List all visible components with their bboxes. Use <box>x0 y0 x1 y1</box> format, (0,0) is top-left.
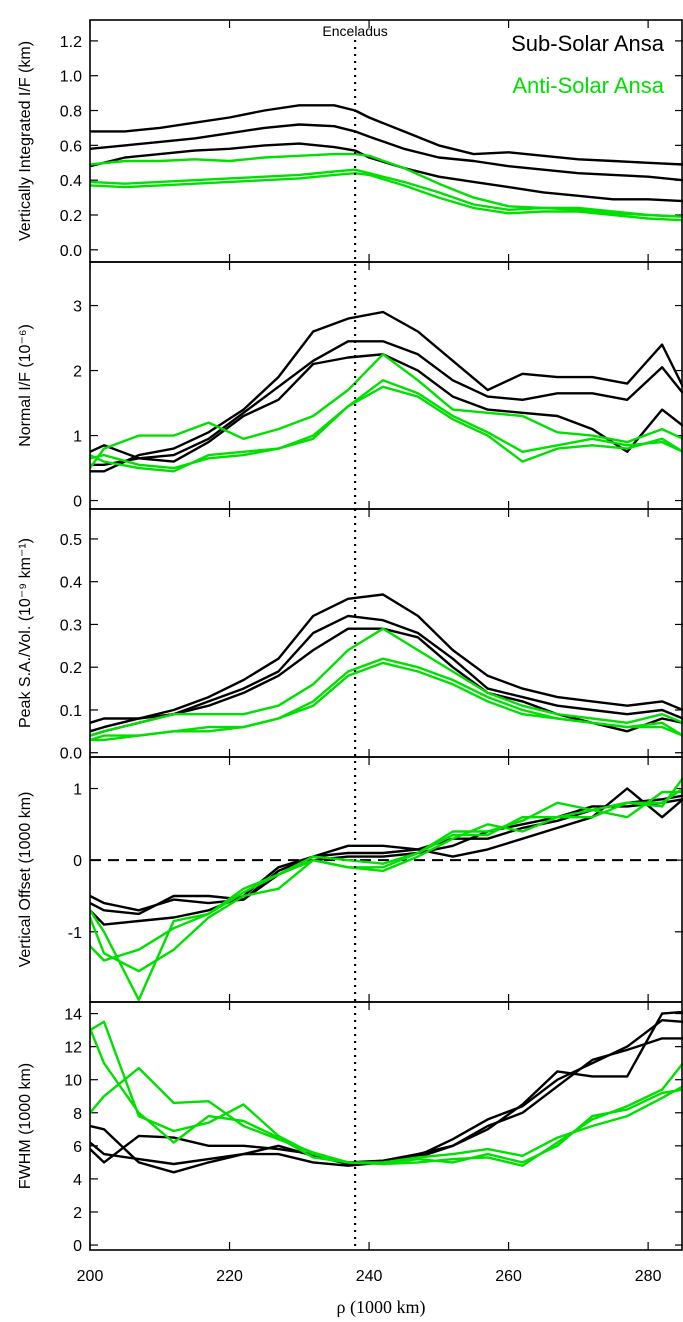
x-tick-label: 240 <box>356 1268 383 1285</box>
y-tick-label: 0.2 <box>60 660 82 677</box>
series-line-anti-solar <box>90 661 683 742</box>
y-tick-label: 14 <box>64 1007 82 1024</box>
panel-4: -1 0 1 Vertical Offset (1000 km) <box>17 756 683 1003</box>
y-tick-label: 0.1 <box>60 703 82 720</box>
series-line-sub-solar <box>90 1010 683 1174</box>
annotation-group: Enceladus <box>322 23 388 1250</box>
legend-sub-solar: Sub-Solar Ansa <box>511 31 665 56</box>
y-tick-label: 12 <box>64 1040 82 1057</box>
panel-5: 0 2 4 6 8 10 12 14 FWHM (1000 km) <box>17 1001 683 1255</box>
y-tick-label: 1.0 <box>60 69 82 86</box>
series-line-sub-solar <box>90 1019 683 1166</box>
series-line-anti-solar <box>90 790 683 973</box>
y-tick-label: 0.4 <box>60 173 82 190</box>
enceladus-label: Enceladus <box>322 23 387 39</box>
legend: Sub-Solar Ansa Anti-Solar Ansa <box>511 31 665 98</box>
y-tick-label: 0.2 <box>60 208 82 225</box>
series-group <box>90 104 683 222</box>
y-tick-label: 0.0 <box>60 746 82 763</box>
y-tick-label: 6 <box>73 1139 82 1156</box>
y-tick-label: 1 <box>73 429 82 446</box>
y-axis-label: FWHM (1000 km) <box>17 1063 34 1189</box>
x-tick-label: 260 <box>495 1268 522 1285</box>
series-line-sub-solar <box>90 123 683 182</box>
series-line-anti-solar <box>90 1062 683 1167</box>
series-group <box>90 593 683 742</box>
y-axis-label: Normal I/F (10⁻⁶) <box>17 324 34 447</box>
y-tick-label: 0.6 <box>60 138 82 155</box>
panel-frame <box>89 1001 683 1251</box>
series-line-anti-solar <box>90 353 683 469</box>
series-line-sub-solar <box>90 1037 683 1164</box>
y-tick-label: 0 <box>73 853 82 870</box>
series-line-sub-solar <box>90 340 683 466</box>
y-tick-label: 0 <box>73 494 82 511</box>
panel-frame <box>89 756 683 1003</box>
series-line-anti-solar <box>90 1028 683 1164</box>
y-tick-label: 8 <box>73 1106 82 1123</box>
y-tick-label: 2 <box>73 1205 82 1222</box>
y-tick-label: 1.2 <box>60 34 82 51</box>
series-line-anti-solar <box>90 787 683 1002</box>
series-line-sub-solar <box>90 104 683 166</box>
series-line-sub-solar <box>90 142 683 203</box>
y-axis-label: Vertical Offset (1000 km) <box>17 792 34 968</box>
panel-3: 0.0 0.1 0.2 0.3 0.4 0.5 Peak S.A./Vol. (10⁻⁹ k… <box>17 508 683 763</box>
series-line-anti-solar <box>90 1020 683 1166</box>
series-line-sub-solar <box>90 798 683 916</box>
series-line-anti-solar <box>90 168 683 218</box>
y-tick-label: 1 <box>73 782 82 799</box>
series-group <box>90 777 683 1002</box>
panel-2: 0 1 2 3 Normal I/F (10⁻⁶) <box>17 261 683 511</box>
y-tick-label: 0.0 <box>60 243 82 260</box>
series-group <box>90 310 683 473</box>
y-tick-label: 3 <box>73 299 82 316</box>
chart-panels: 0.0 0.2 0.4 0.6 0.8 1.0 1.2 Vertically Integrat… <box>17 19 683 1255</box>
panel-1: 0.0 0.2 0.4 0.6 0.8 1.0 1.2 Vertically Integrat… <box>17 19 683 263</box>
y-axis-label: Vertically Integrated I/F (km) <box>17 41 34 241</box>
y-tick-label: 0.8 <box>60 104 82 121</box>
series-line-sub-solar <box>90 593 683 724</box>
y-axis-label: Peak S.A./Vol. (10⁻⁹ km⁻¹) <box>17 538 34 728</box>
y-tick-label: 0.3 <box>60 617 82 634</box>
y-tick-label: 10 <box>64 1073 82 1090</box>
series-line-sub-solar <box>90 310 683 473</box>
series-line-anti-solar <box>90 657 683 742</box>
x-tick-label: 280 <box>635 1268 662 1285</box>
y-tick-label: 0 <box>73 1238 82 1255</box>
y-tick-label: 0.4 <box>60 575 82 592</box>
x-axis-ticks: 200 220 240 260 280 <box>77 1268 662 1285</box>
x-tick-label: 220 <box>216 1268 243 1285</box>
y-tick-label: 2 <box>73 364 82 381</box>
series-line-anti-solar <box>90 152 683 218</box>
legend-anti-solar: Anti-Solar Ansa <box>512 73 664 98</box>
panel-frame <box>89 261 683 510</box>
series-line-anti-solar <box>90 385 683 470</box>
x-tick-label: 200 <box>77 1268 104 1285</box>
series-group <box>90 1010 683 1174</box>
series-line-anti-solar <box>90 171 683 222</box>
y-tick-label: 4 <box>73 1172 82 1189</box>
series-line-anti-solar <box>90 627 683 737</box>
y-tick-label: -1 <box>68 925 82 942</box>
y-tick-label: 0.5 <box>60 532 82 549</box>
x-axis-label: ρ (1000 km) <box>337 1297 426 1318</box>
series-line-anti-solar <box>90 379 683 473</box>
